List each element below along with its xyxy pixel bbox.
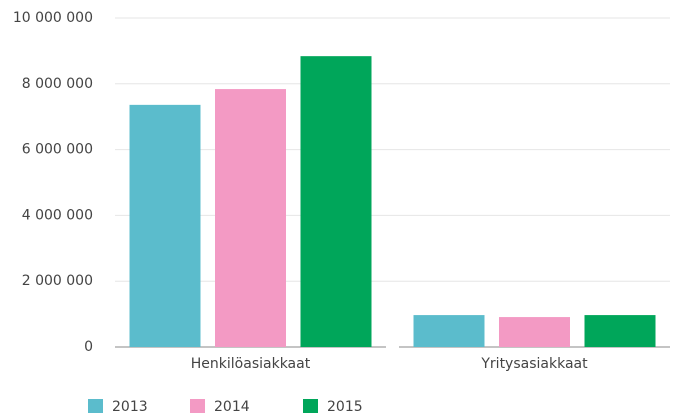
bar bbox=[499, 317, 570, 347]
legend-swatch bbox=[303, 399, 318, 413]
y-tick-label: 0 bbox=[84, 339, 93, 355]
legend-swatch bbox=[88, 399, 103, 413]
legend-label: 2015 bbox=[327, 399, 363, 415]
legend-label: 2013 bbox=[112, 399, 148, 415]
y-tick-label: 4 000 000 bbox=[22, 207, 93, 223]
x-tick-label: Henkilöasiakkaat bbox=[191, 356, 311, 372]
y-tick-label: 8 000 000 bbox=[22, 76, 93, 92]
x-tick-label: Yritysasiakkaat bbox=[480, 356, 588, 372]
y-tick-label: 2 000 000 bbox=[22, 273, 93, 289]
legend-swatch bbox=[190, 399, 205, 413]
bar bbox=[584, 315, 656, 347]
bar bbox=[215, 89, 286, 348]
y-tick-label: 6 000 000 bbox=[22, 142, 93, 158]
bar bbox=[300, 56, 372, 347]
bar bbox=[413, 315, 485, 347]
bar bbox=[129, 104, 201, 347]
legend-label: 2014 bbox=[214, 399, 250, 415]
y-tick-label: 10 000 000 bbox=[13, 10, 93, 26]
